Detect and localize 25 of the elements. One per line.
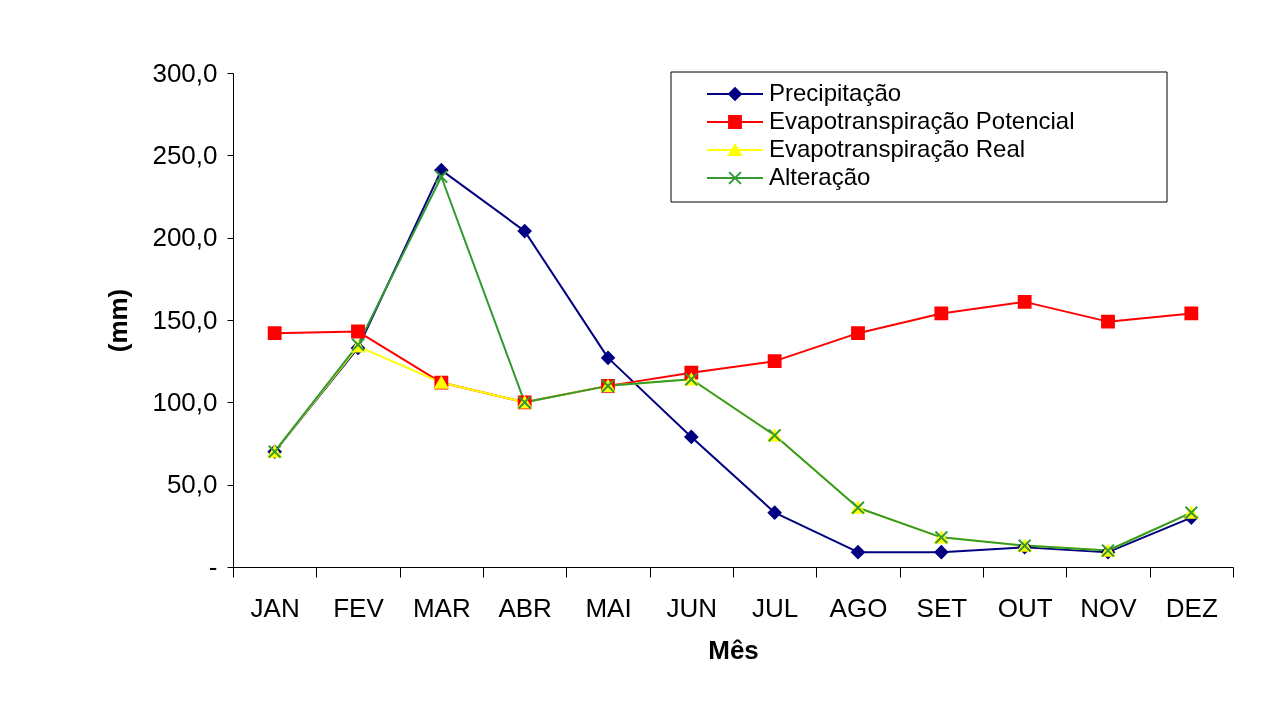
y-tick-label: 50,0 <box>166 469 218 500</box>
y-tick-label: - <box>208 551 218 582</box>
y-tick-label: 150,0 <box>152 304 218 335</box>
legend-label: Precipitação <box>769 79 902 106</box>
x-tick-label: JUN <box>666 592 718 623</box>
x-axis-title: Mês <box>708 634 759 665</box>
y-tick-label: 100,0 <box>152 386 218 417</box>
x-tick-label: ABR <box>498 592 552 623</box>
x-tick-label: NOV <box>1080 592 1138 623</box>
y-axis-title: (mm) <box>103 288 134 353</box>
y-tick-label: 200,0 <box>152 222 218 253</box>
x-tick-label: AGO <box>829 592 888 623</box>
x-tick-label: JAN <box>250 592 300 623</box>
x-tick-label: JUL <box>752 592 799 623</box>
y-tick-label: 300,0 <box>152 57 218 88</box>
x-tick-label: MAR <box>412 592 471 623</box>
legend-label: Alteração <box>769 163 871 190</box>
x-tick-label: OUT <box>997 592 1053 623</box>
legend-label: Evapotranspiração Real <box>769 135 1026 162</box>
x-tick-label: MAI <box>585 592 632 623</box>
legend-label: Evapotranspiração Potencial <box>769 107 1075 134</box>
x-tick-label: FEV <box>333 592 385 623</box>
y-tick-label: 250,0 <box>152 139 218 170</box>
x-tick-label: DEZ <box>1165 592 1218 623</box>
x-tick-label: SET <box>916 592 968 623</box>
